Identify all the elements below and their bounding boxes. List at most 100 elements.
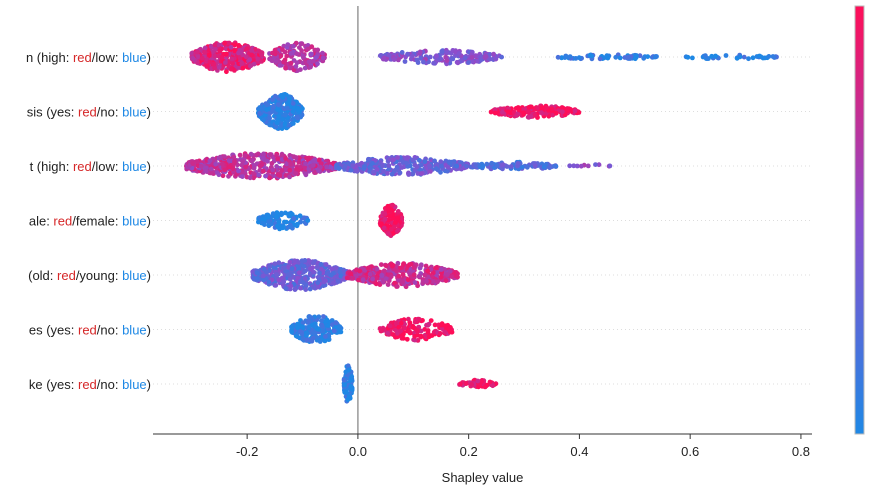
shap-point	[386, 52, 392, 58]
shap-point	[325, 326, 331, 332]
shap-point	[307, 314, 312, 319]
shap-point	[291, 43, 296, 49]
shap-point	[260, 216, 265, 222]
shap-point	[199, 55, 205, 61]
shap-point	[432, 158, 437, 164]
feature-label-part: /no:	[97, 105, 122, 120]
shap-point	[211, 61, 217, 67]
shap-point	[291, 216, 297, 221]
shap-point	[267, 116, 272, 121]
shap-point	[273, 59, 279, 65]
feature-label-part: red	[78, 377, 97, 392]
shap-point	[237, 55, 243, 61]
shap-point	[323, 262, 329, 267]
shap-point	[208, 166, 214, 172]
shap-point	[391, 216, 397, 221]
shap-point	[251, 165, 257, 171]
shap-point	[404, 336, 410, 342]
shap-point	[500, 162, 506, 168]
feature-label-part: )	[147, 159, 151, 174]
shap-point	[318, 261, 324, 267]
shap-point	[593, 162, 598, 168]
shap-point	[302, 268, 308, 274]
shap-point	[430, 279, 436, 284]
shap-point	[552, 163, 557, 169]
shap-point	[309, 51, 314, 57]
shap-point	[396, 273, 401, 279]
shap-point	[251, 175, 256, 181]
shap-point	[237, 152, 243, 158]
shap-point	[514, 113, 519, 118]
shap-point	[265, 158, 270, 164]
shap-point	[382, 216, 388, 222]
shap-point	[283, 65, 288, 71]
shap-point	[438, 56, 444, 62]
shap-point	[231, 160, 237, 166]
shap-point	[281, 224, 286, 229]
shap-point	[285, 264, 291, 270]
shap-point	[401, 335, 406, 341]
shap-point	[637, 53, 643, 59]
shap-point	[442, 323, 448, 329]
shap-point	[439, 322, 444, 328]
shap-point	[425, 330, 431, 336]
shap-point	[605, 55, 611, 61]
shap-point	[433, 166, 439, 172]
shap-point	[438, 159, 444, 165]
feature-label-part: /female:	[72, 214, 122, 229]
shap-point	[316, 327, 321, 332]
shap-point	[462, 55, 468, 61]
shap-point	[395, 227, 401, 233]
shap-point	[443, 54, 449, 60]
shap-point	[247, 57, 253, 62]
shap-point	[269, 58, 275, 63]
row-gridlines	[153, 56, 812, 385]
shap-point	[329, 318, 335, 323]
shap-point	[306, 59, 312, 65]
shap-point	[541, 164, 547, 170]
shap-point	[407, 328, 412, 334]
shap-point	[346, 367, 352, 373]
shap-point	[261, 117, 266, 123]
shap-point	[489, 160, 495, 166]
shap-point	[492, 110, 498, 116]
shap-point	[397, 170, 403, 176]
shap-point	[371, 169, 376, 175]
shap-point	[475, 378, 481, 384]
shap-point	[412, 333, 418, 339]
shap-point	[435, 270, 441, 275]
shap-point	[319, 318, 324, 324]
shap-point	[216, 64, 222, 70]
shap-point	[734, 55, 740, 61]
shap-point	[294, 60, 300, 66]
shap-point	[270, 211, 276, 217]
shap-point	[254, 275, 260, 281]
shap-point	[416, 157, 422, 163]
shap-point	[323, 334, 328, 339]
shap-point	[229, 66, 234, 72]
shap-point	[422, 159, 428, 165]
shap-point	[416, 316, 422, 322]
feature-label-part: blue	[122, 159, 147, 174]
shap-point	[388, 274, 394, 279]
shap-point	[313, 55, 319, 60]
shap-point	[299, 48, 304, 53]
shap-point	[386, 207, 391, 212]
shap-point	[377, 282, 383, 287]
shap-point	[421, 59, 426, 65]
shap-point	[428, 318, 434, 323]
shap-point	[324, 164, 330, 170]
shap-point	[190, 55, 196, 61]
shap-point	[434, 53, 439, 59]
shap-point	[282, 111, 288, 117]
shap-point	[275, 156, 281, 162]
shap-point	[213, 161, 219, 167]
shap-point	[433, 265, 439, 271]
shap-point	[399, 50, 405, 55]
shap-point	[295, 325, 300, 331]
shap-point	[381, 168, 387, 174]
shap-point	[400, 272, 406, 277]
shap-point	[289, 329, 295, 335]
shap-point	[607, 163, 613, 169]
feature-label-part: blue	[122, 214, 147, 229]
